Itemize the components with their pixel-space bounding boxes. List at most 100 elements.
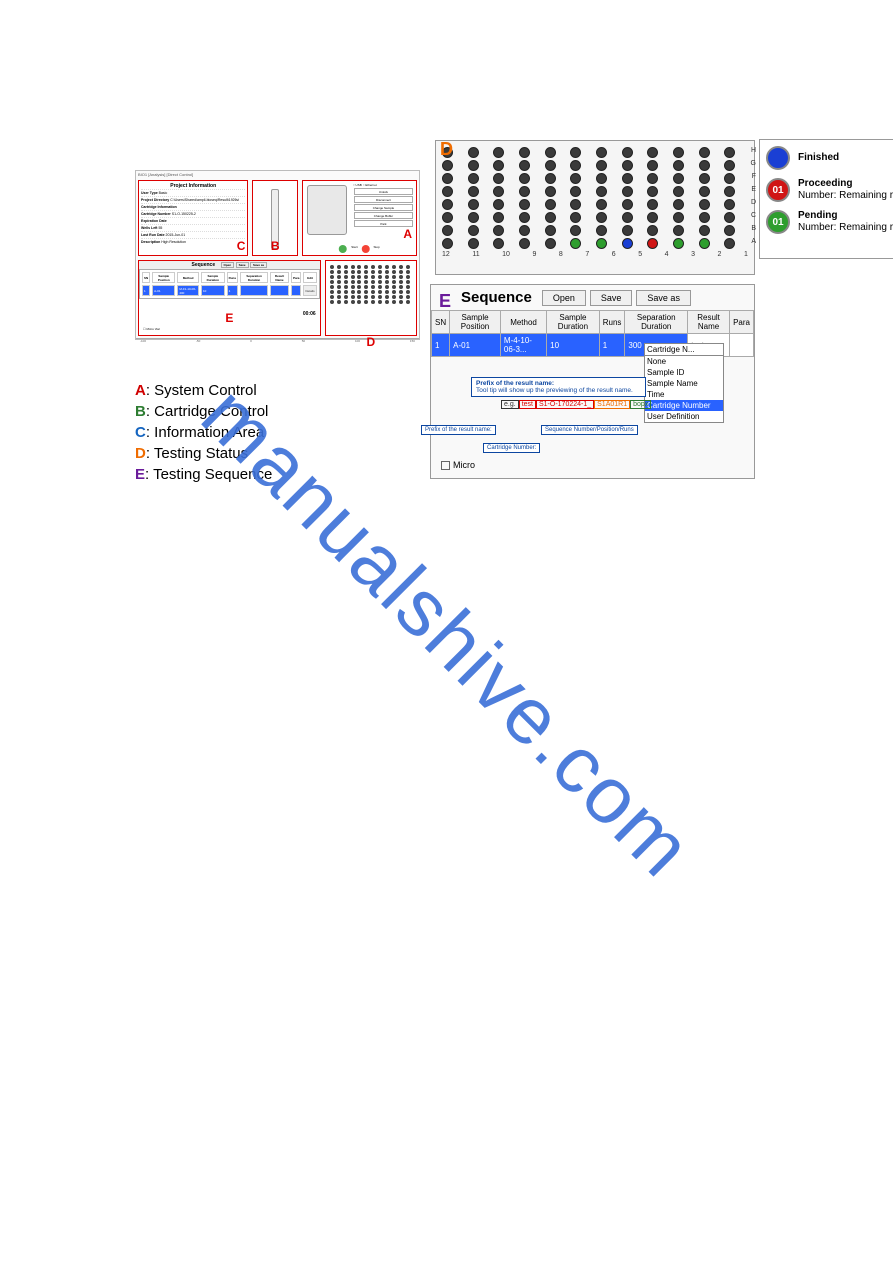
legend-text-b: : Cartridge Control bbox=[146, 403, 269, 420]
well-plate bbox=[442, 147, 748, 249]
wells-key: Wells Left bbox=[141, 226, 157, 230]
details-button[interactable]: Details bbox=[303, 285, 316, 296]
open-button[interactable]: Open bbox=[542, 290, 586, 306]
proceeding-dot-icon: 01 bbox=[766, 178, 790, 202]
proj-dir-key: Project Directory bbox=[141, 198, 169, 202]
wells-val: 55 bbox=[158, 226, 162, 230]
tick: 150 bbox=[410, 339, 415, 346]
micro-vial-check[interactable]: Micro Vial bbox=[147, 327, 160, 331]
col-labels: 121110987654321 bbox=[442, 251, 748, 258]
legend-key-e: E bbox=[135, 466, 145, 483]
eg-cartridge: S1-O-170224-1_ bbox=[536, 400, 594, 409]
lastrun-val: 2015-Jun-01 bbox=[166, 233, 186, 237]
tooltip-title: Prefix of the result name: bbox=[476, 380, 554, 387]
col-sep-dur: Separation Duration bbox=[625, 311, 688, 334]
stop-label: Stop bbox=[374, 245, 380, 253]
dropdown-option[interactable]: User Definition bbox=[645, 411, 723, 422]
save-as-button[interactable]: Save as bbox=[636, 290, 691, 306]
saveas-button-mini[interactable]: Save as bbox=[250, 262, 267, 268]
pending-dot-icon: 01 bbox=[766, 210, 790, 234]
eg-seqnum: S1A01R1 bbox=[594, 400, 630, 409]
desc-val: High Resolution bbox=[161, 240, 186, 244]
tooltip-sub: Tool tip will show up the previewing of … bbox=[476, 387, 633, 394]
panel-a-system-control: ○ USB○ Ethernet Unlock Disconnect Change… bbox=[302, 180, 417, 256]
panel-e-enlarged: E Sequence Open Save Save as SN Sample P… bbox=[430, 284, 755, 479]
letter-e: E bbox=[225, 311, 233, 325]
legend-key-d: D bbox=[135, 445, 146, 462]
col-sample-dur: Sample Duration bbox=[547, 311, 600, 334]
col-result-name: Result Name bbox=[688, 311, 730, 334]
checkbox-icon[interactable] bbox=[441, 461, 450, 470]
col-sn: SN bbox=[432, 311, 450, 334]
machine-graphic bbox=[307, 185, 347, 235]
finished-label: Finished bbox=[798, 152, 839, 164]
change-sample-button[interactable]: Change Sample bbox=[354, 204, 413, 211]
cell: 10 bbox=[547, 334, 600, 357]
cell bbox=[270, 285, 289, 296]
lastrun-key: Last Run Date bbox=[141, 233, 165, 237]
tick: -100 bbox=[140, 339, 146, 346]
dropdown-selected[interactable]: Cartridge N... bbox=[645, 344, 723, 356]
unlock-button[interactable]: Unlock bbox=[354, 188, 413, 195]
col-sample-pos: Sample Position bbox=[450, 311, 501, 334]
disconnect-button[interactable]: Disconnect bbox=[354, 196, 413, 203]
legend-text-e: : Testing Sequence bbox=[145, 466, 272, 483]
callout-prefix: Prefix of the result name: bbox=[421, 425, 496, 435]
cell: 1 bbox=[142, 285, 150, 296]
pending-label: Pending bbox=[798, 210, 893, 222]
eg-prefix: test bbox=[519, 400, 536, 409]
col-sepdur: Separation Duration bbox=[240, 272, 268, 283]
letter-a: A bbox=[403, 227, 412, 241]
seq-table-mini: SN Sample Position Method Sample Duratio… bbox=[139, 269, 320, 299]
legend-key-b: B bbox=[135, 403, 146, 420]
park-button[interactable]: Park bbox=[354, 220, 413, 227]
finished-dot-icon bbox=[766, 146, 790, 170]
col-sdur: Sample Duration bbox=[201, 272, 225, 283]
table-row[interactable]: 1 A-01 M-F1-10-06-400 10 1 Details bbox=[142, 285, 317, 296]
tick: 100 bbox=[355, 339, 360, 346]
para-button[interactable]: ▧ bbox=[730, 334, 754, 357]
col-rname: Result Name bbox=[270, 272, 289, 283]
letter-d-big: D bbox=[440, 139, 453, 160]
letter-c: C bbox=[237, 239, 246, 253]
micro-checkbox[interactable]: Micro bbox=[441, 460, 475, 470]
letter-d: D bbox=[366, 335, 375, 349]
ruler: -100 -50 0 50 100 150 bbox=[136, 338, 419, 346]
window-tabs: BIO1 [Analysis] [Direct Control] bbox=[136, 171, 419, 178]
col-edit: Edit bbox=[303, 272, 316, 283]
change-buffer-button[interactable]: Change Buffer bbox=[354, 212, 413, 219]
status-legend-box: Finished 01 ProceedingNumber: Remaining … bbox=[759, 139, 893, 259]
save-button-mini[interactable]: Save bbox=[236, 262, 249, 268]
desc-key: Description bbox=[141, 240, 160, 244]
dropdown-option[interactable]: None bbox=[645, 356, 723, 367]
col-method: Method bbox=[500, 311, 546, 334]
exp-date-key: Expiration Date bbox=[141, 219, 167, 223]
legend-list: A: System Control B: Cartridge Control C… bbox=[135, 380, 272, 485]
user-type-key: User Type bbox=[141, 191, 158, 195]
panel-c-info-area: Project Information User Type Basic Proj… bbox=[138, 180, 248, 256]
panel-d-enlarged: D 121110987654321 HGFEDCBA Finished 01 P… bbox=[435, 140, 755, 275]
dropdown-option[interactable]: Time bbox=[645, 389, 723, 400]
eg-label: e.g. bbox=[501, 400, 519, 409]
start-button[interactable] bbox=[339, 245, 347, 253]
dropdown-option[interactable]: Cartridge Number bbox=[645, 400, 723, 411]
tick: 0 bbox=[250, 339, 252, 346]
tick: -50 bbox=[196, 339, 200, 346]
seq-title: Sequence bbox=[192, 262, 216, 268]
mini-plate bbox=[326, 261, 416, 308]
open-button-mini[interactable]: Open bbox=[221, 262, 235, 268]
dropdown-option[interactable]: Sample ID bbox=[645, 367, 723, 378]
save-button[interactable]: Save bbox=[590, 290, 633, 306]
result-name-dropdown[interactable]: Cartridge N... None Sample ID Sample Nam… bbox=[644, 343, 724, 423]
col-para: Para bbox=[730, 311, 754, 334]
col-pos: Sample Position bbox=[152, 272, 175, 283]
col-para: Para bbox=[291, 272, 302, 283]
cell: A-01 bbox=[450, 334, 501, 357]
user-type-val: Basic bbox=[159, 191, 168, 195]
panel-d-status: D bbox=[325, 260, 417, 336]
stop-button[interactable] bbox=[362, 245, 370, 253]
legend-key-c: C bbox=[135, 424, 146, 441]
dropdown-option[interactable]: Sample Name bbox=[645, 378, 723, 389]
cell: 10 bbox=[201, 285, 225, 296]
legend-key-a: A bbox=[135, 382, 146, 399]
